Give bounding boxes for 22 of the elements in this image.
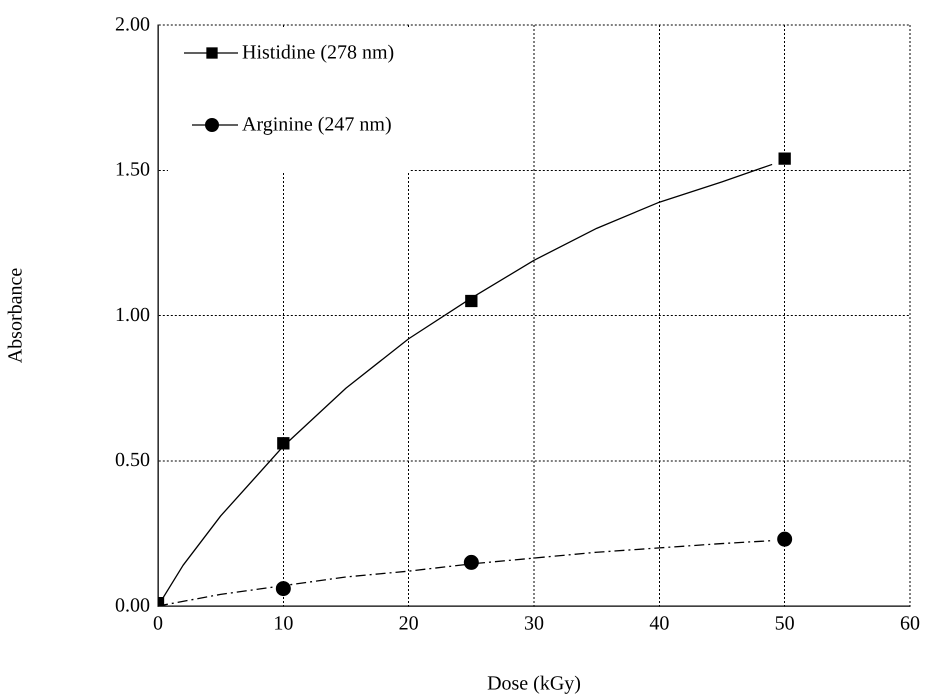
y-tick-label: 1.00	[115, 304, 150, 326]
x-tick-label: 60	[900, 612, 920, 634]
point	[465, 294, 478, 308]
x-tick-label: 0	[153, 612, 163, 634]
y-tick-label: 0.50	[115, 449, 150, 471]
y-axis-title: Absorbance	[4, 268, 26, 364]
legend-label: Arginine (247 nm)	[242, 113, 392, 136]
legend-label: Histidine (278 nm)	[242, 41, 394, 64]
y-tick-label: 0.00	[115, 594, 150, 616]
x-tick-label: 20	[398, 612, 419, 634]
point	[277, 437, 290, 450]
x-axis-title: Dose (kGy)	[487, 672, 581, 694]
y-tick-label: 1.50	[115, 158, 150, 180]
point	[778, 152, 791, 165]
x-tick-label: 40	[649, 612, 670, 634]
point	[276, 581, 291, 596]
x-tick-label: 50	[774, 612, 795, 634]
point	[777, 532, 792, 547]
x-tick-label: 30	[524, 612, 544, 634]
point	[464, 554, 479, 570]
y-tick-label: 2.00	[115, 13, 150, 36]
x-tick-label: 10	[273, 612, 294, 634]
